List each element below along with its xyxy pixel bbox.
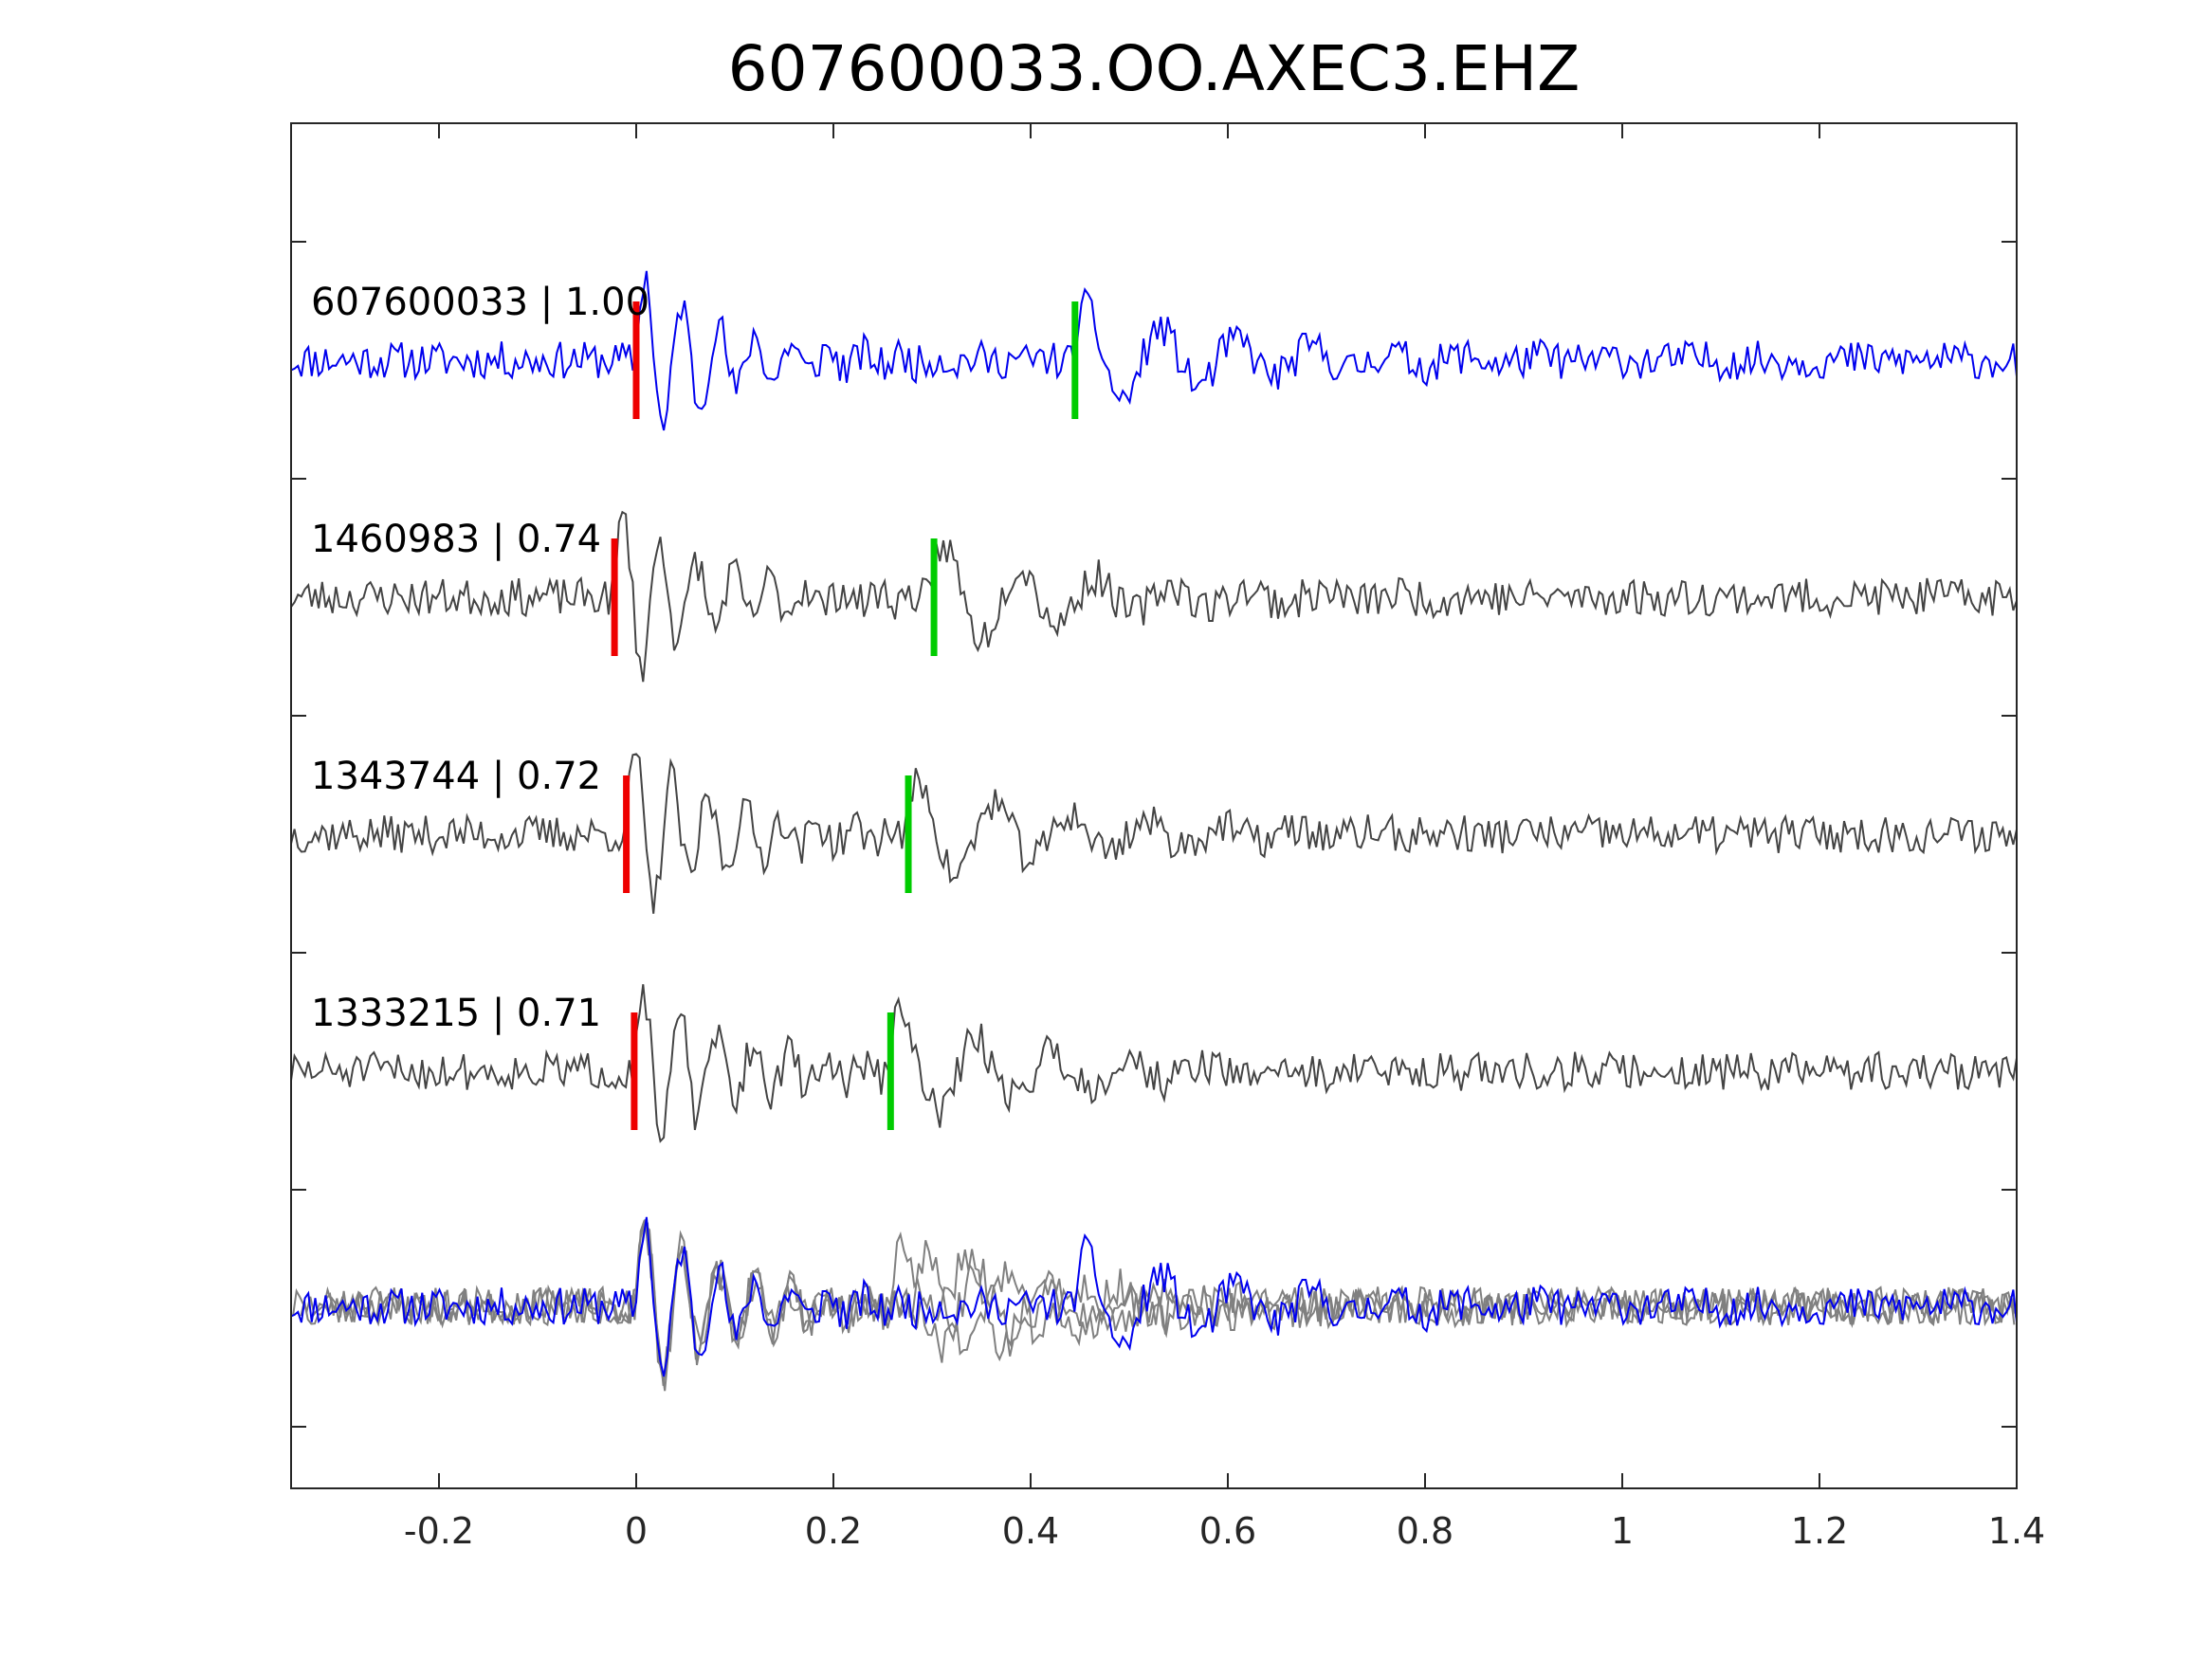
waveform-trace-1333215 — [290, 984, 2018, 1143]
trace-label-1333215: 1333215 | 0.71 — [311, 992, 601, 1035]
axis-ticks — [291, 123, 2018, 1488]
x-tick-label: 1 — [1611, 1510, 1634, 1552]
x-tick-label: 0.4 — [1002, 1510, 1059, 1552]
x-tick-label: 0 — [625, 1510, 648, 1552]
trace-label-1343744: 1343744 | 0.72 — [311, 755, 601, 798]
waveform-trace-1460983 — [290, 510, 2018, 683]
x-tick-label: -0.2 — [404, 1510, 474, 1552]
overlay-trace-1333215 — [292, 1219, 2017, 1378]
waveform-trace-1343744 — [290, 753, 2018, 914]
x-tick-label: 1.2 — [1791, 1510, 1848, 1552]
chart-title: 607600033.OO.AXEC3.EHZ — [728, 32, 1581, 105]
x-tick-label: 0.2 — [805, 1510, 862, 1552]
picks-layer — [611, 301, 1079, 1130]
traces-layer — [290, 270, 2018, 1392]
waveform-trace-607600033 — [290, 270, 2018, 431]
x-tick-label: 0.8 — [1397, 1510, 1453, 1552]
trace-labels: 607600033 | 1.00 1460983 | 0.74 1343744 | … — [311, 281, 649, 1035]
overlay-trace-607600033 — [290, 1216, 2018, 1377]
trace-label-607600033: 607600033 | 1.00 — [311, 281, 649, 324]
x-tick-label: 1.4 — [1988, 1510, 2045, 1552]
trace-label-1460983: 1460983 | 0.74 — [311, 518, 601, 561]
x-tick-labels: -0.2 0 0.2 0.4 0.6 0.8 1 1.2 1.4 — [404, 1510, 2045, 1552]
x-tick-label: 0.6 — [1199, 1510, 1256, 1552]
plot-frame — [290, 122, 2018, 1489]
